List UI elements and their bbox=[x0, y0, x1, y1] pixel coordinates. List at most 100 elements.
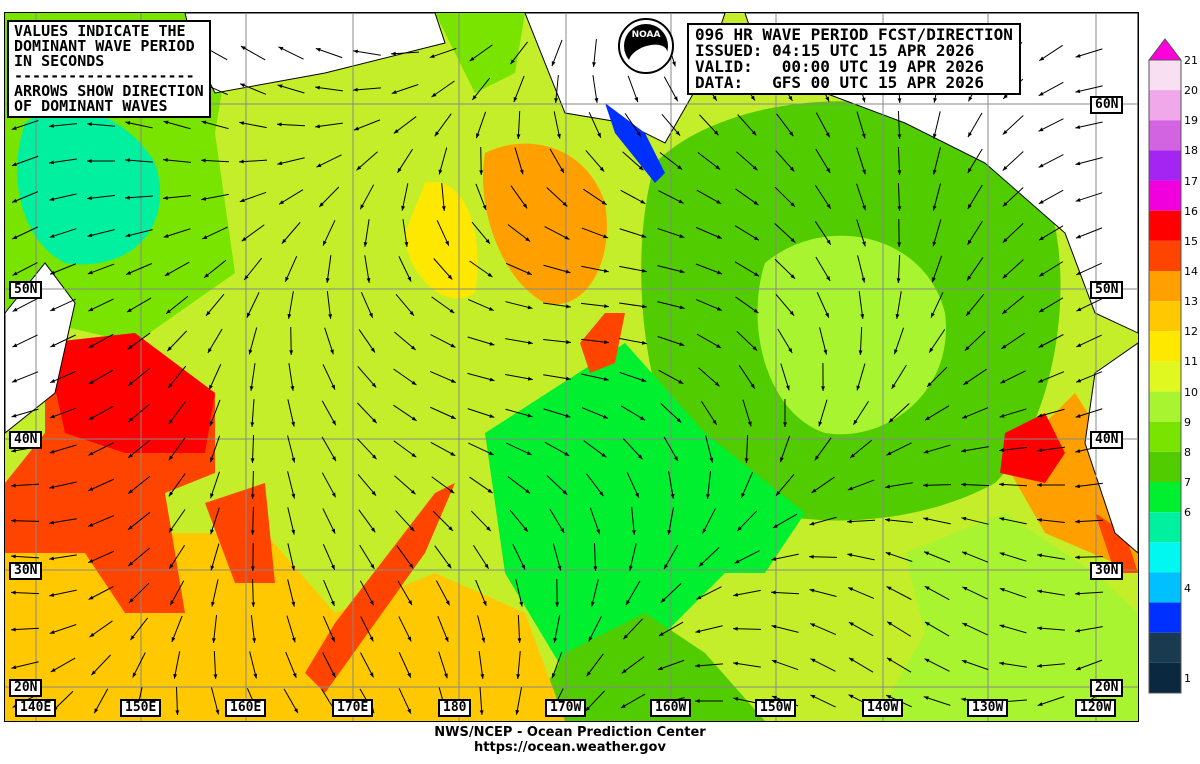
direction-arrow bbox=[475, 183, 487, 211]
model-data: DATA: GFS 00 UTC 15 APR 2026 bbox=[695, 73, 984, 92]
direction-arrow bbox=[809, 623, 837, 635]
direction-arrow bbox=[697, 152, 721, 170]
direction-arrow bbox=[471, 77, 491, 101]
direction-arrow bbox=[1075, 659, 1103, 671]
direction-arrow bbox=[771, 624, 799, 633]
direction-arrow bbox=[1038, 334, 1064, 348]
direction-arrow bbox=[583, 188, 607, 206]
direction-arrow bbox=[1075, 157, 1103, 166]
direction-arrow bbox=[391, 84, 419, 94]
direction-arrow bbox=[322, 615, 336, 643]
colorbar-band bbox=[1149, 542, 1181, 573]
direction-arrow bbox=[209, 435, 221, 463]
direction-arrow bbox=[581, 407, 609, 419]
direction-arrow bbox=[585, 150, 605, 172]
direction-arrow bbox=[848, 621, 874, 637]
direction-arrow bbox=[322, 364, 336, 390]
direction-arrow bbox=[243, 257, 263, 281]
direction-arrow bbox=[322, 652, 336, 678]
direction-arrow bbox=[1000, 370, 1026, 384]
direction-arrow bbox=[479, 146, 484, 176]
direction-arrow bbox=[238, 159, 268, 164]
direction-arrow bbox=[592, 39, 597, 67]
direction-arrow bbox=[287, 543, 295, 571]
direction-arrow bbox=[127, 367, 151, 387]
direction-arrow bbox=[510, 41, 528, 65]
lon-label: 160E bbox=[225, 699, 267, 717]
direction-arrow bbox=[1036, 483, 1066, 487]
direction-arrow bbox=[553, 111, 561, 139]
direction-arrow bbox=[209, 399, 221, 427]
direction-arrow bbox=[657, 228, 685, 238]
direction-arrow bbox=[660, 583, 682, 603]
direction-arrow bbox=[932, 147, 941, 175]
forecast-title: 096 HR WAVE PERIOD FCST/DIRECTION bbox=[695, 25, 1013, 44]
direction-arrow bbox=[695, 263, 723, 275]
direction-arrow bbox=[128, 582, 150, 604]
direction-arrow bbox=[885, 518, 913, 523]
direction-arrow bbox=[928, 329, 946, 353]
direction-arrow bbox=[663, 436, 679, 462]
direction-arrow bbox=[49, 263, 77, 275]
direction-arrow bbox=[888, 403, 910, 423]
direction-arrow bbox=[1002, 187, 1024, 207]
colorbar-band bbox=[1149, 602, 1181, 633]
direction-arrow bbox=[213, 650, 218, 680]
direction-arrow bbox=[698, 547, 720, 567]
direction-arrow bbox=[553, 615, 561, 643]
direction-arrow bbox=[277, 84, 305, 94]
direction-arrow bbox=[11, 191, 39, 203]
colorbar-band bbox=[1149, 210, 1181, 241]
direction-arrow bbox=[668, 471, 675, 499]
direction-arrow bbox=[930, 292, 944, 318]
direction-arrow bbox=[809, 588, 837, 598]
direction-arrow bbox=[856, 147, 866, 175]
direction-arrow bbox=[1074, 591, 1104, 596]
direction-arrow bbox=[554, 75, 559, 103]
direction-arrow bbox=[592, 75, 599, 103]
direction-arrow bbox=[360, 291, 374, 319]
colorbar-label: 8 bbox=[1184, 445, 1191, 459]
direction-arrow bbox=[397, 580, 413, 606]
direction-arrow bbox=[507, 476, 531, 494]
direction-arrow bbox=[893, 327, 905, 355]
direction-arrow bbox=[586, 653, 604, 677]
direction-arrow bbox=[202, 226, 228, 240]
direction-arrow bbox=[467, 372, 495, 382]
direction-arrow bbox=[438, 651, 448, 679]
direction-arrow bbox=[581, 302, 609, 308]
direction-arrow bbox=[431, 80, 455, 98]
direction-arrow bbox=[12, 298, 38, 312]
period-fields bbox=[5, 13, 1138, 721]
direction-arrow bbox=[734, 261, 760, 277]
direction-arrow bbox=[398, 256, 412, 282]
direction-arrow bbox=[315, 85, 343, 92]
direction-arrow bbox=[322, 543, 336, 571]
direction-arrow bbox=[924, 405, 950, 421]
direction-arrow bbox=[546, 187, 568, 207]
direction-arrow bbox=[964, 330, 986, 352]
direction-arrow bbox=[211, 579, 219, 607]
direction-arrow bbox=[250, 506, 255, 536]
direction-arrow bbox=[962, 586, 988, 600]
direction-arrow bbox=[394, 475, 416, 495]
direction-arrow bbox=[167, 365, 187, 389]
direction-arrow bbox=[1002, 115, 1024, 135]
direction-arrow bbox=[50, 657, 76, 673]
direction-arrow bbox=[127, 511, 151, 531]
direction-arrow bbox=[49, 370, 77, 384]
direction-arrow bbox=[163, 120, 191, 130]
direction-arrow bbox=[1002, 223, 1024, 243]
direction-arrow bbox=[963, 368, 987, 386]
direction-arrow bbox=[287, 471, 296, 499]
direction-arrow bbox=[1038, 118, 1064, 132]
footer-url[interactable]: https://ocean.weather.gov bbox=[474, 740, 666, 755]
colorbar-label: 17 bbox=[1184, 174, 1198, 188]
direction-arrow bbox=[87, 550, 115, 564]
direction-arrow bbox=[620, 189, 646, 205]
valid-time: VALID: 00:00 UTC 19 APR 2026 bbox=[695, 57, 984, 76]
direction-arrow bbox=[431, 476, 455, 494]
direction-arrow bbox=[469, 44, 493, 62]
direction-arrow bbox=[555, 578, 560, 608]
direction-arrow bbox=[315, 122, 343, 129]
